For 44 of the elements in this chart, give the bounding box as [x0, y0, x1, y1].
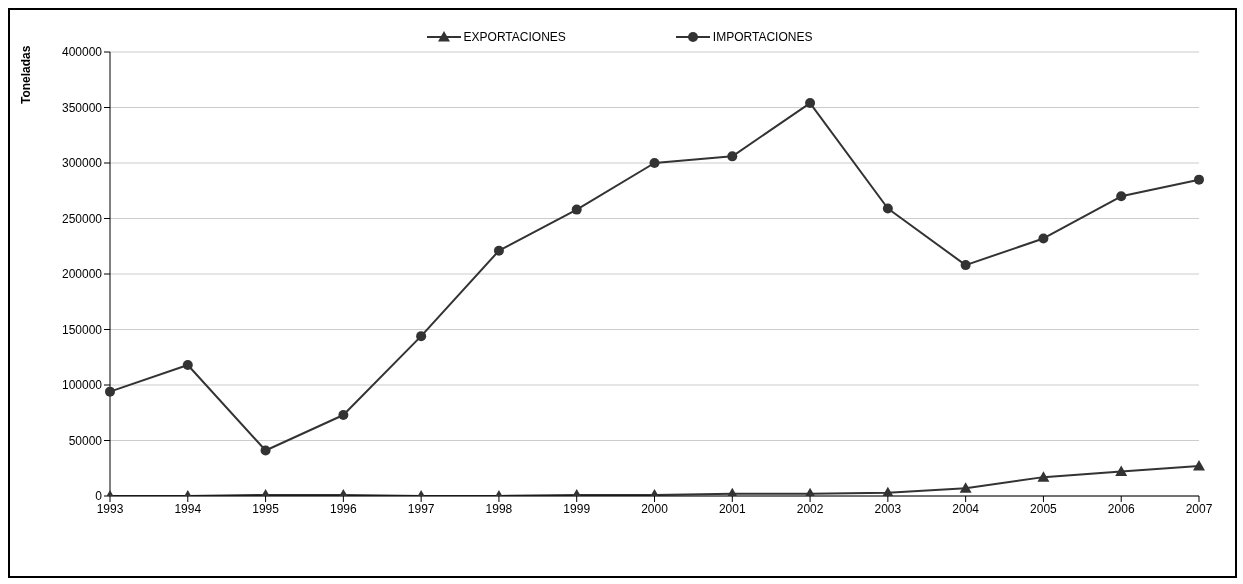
x-tick-label: 2000 [641, 501, 669, 516]
x-tick-label: 2001 [718, 501, 746, 516]
x-tick-label: 1996 [330, 501, 358, 516]
x-tick-label: 2005 [1030, 501, 1058, 516]
point [182, 360, 193, 371]
x-tick-label: 1998 [485, 501, 513, 516]
point [571, 204, 582, 215]
point [959, 482, 972, 493]
y-tick-label: 300000 [61, 156, 103, 171]
y-axis-title: Toneladas [19, 45, 34, 104]
y-tick-label: 100000 [61, 378, 103, 393]
legend-label: EXPORTACIONES [462, 30, 566, 44]
x-tick-label: 2002 [796, 501, 824, 516]
point [1037, 471, 1050, 482]
x-tick-label: 2004 [952, 501, 980, 516]
y-tick-label: 250000 [61, 211, 103, 226]
x-tick-label: 2006 [1107, 501, 1135, 516]
x-tick-label: 1995 [252, 501, 280, 516]
y-tick-label: 400000 [61, 45, 103, 60]
y-tick-label: 150000 [61, 322, 103, 337]
point [260, 445, 271, 456]
x-tick-label: 2003 [874, 501, 902, 516]
point [105, 386, 115, 397]
x-tick-label: 1993 [96, 501, 124, 516]
point [493, 245, 504, 256]
point [805, 98, 816, 109]
point [1193, 460, 1205, 471]
x-tick-label: 1994 [174, 501, 202, 516]
x-tick-label: 2007 [1185, 501, 1213, 516]
x-tick-label: 1999 [563, 501, 591, 516]
point [338, 409, 349, 420]
y-tick-label: 350000 [61, 100, 103, 115]
y-tick-label: 200000 [61, 267, 103, 282]
point [727, 151, 738, 162]
y-tick-label: 50000 [68, 433, 103, 448]
legend-label: IMPORTACIONES [711, 30, 813, 44]
point [960, 260, 971, 271]
point [649, 158, 660, 168]
point [1116, 191, 1127, 202]
point [1194, 174, 1204, 185]
point [1115, 465, 1128, 477]
x-tick-label: 1997 [407, 501, 435, 516]
y-tick-label: 0 [95, 489, 103, 504]
point [416, 331, 427, 342]
